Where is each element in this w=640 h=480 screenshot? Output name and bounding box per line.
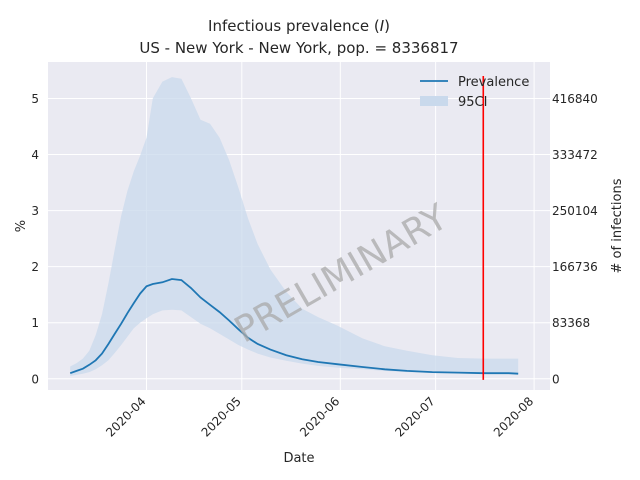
chart-subtitle: US - New York - New York, pop. = 8336817 (139, 39, 458, 57)
y2-tick-label: 416840 (552, 92, 598, 106)
y2-axis-label: # of infections (610, 178, 625, 273)
y-tick-label: 2 (31, 260, 39, 274)
legend-label-prevalence: Prevalence (458, 75, 529, 90)
y2-tick-label: 166736 (552, 260, 598, 274)
y2-tick-label: 333472 (552, 148, 598, 162)
y-tick-label: 4 (31, 148, 39, 162)
ci-band (70, 77, 519, 376)
y2-tick-label: 0 (552, 372, 560, 386)
chart-title: Infectious prevalence (I) (208, 17, 390, 35)
y-tick-label: 5 (31, 92, 39, 106)
y2-tick-label: 83368 (552, 316, 590, 330)
y-tick-label: 1 (31, 316, 39, 330)
legend-label-95ci: 95CI (458, 95, 487, 110)
y-tick-label: 3 (31, 204, 39, 218)
y-axis-label: % (14, 220, 29, 232)
y2-tick-label: 250104 (552, 204, 598, 218)
x-axis-label: Date (283, 451, 314, 466)
y2-axis-ticks: 0 83368 166736 250104 333472 416840 (552, 92, 598, 386)
y-tick-label: 0 (31, 372, 39, 386)
y-axis-ticks: 0 1 2 3 4 5 (31, 92, 39, 386)
legend: Prevalence 95CI (420, 75, 529, 110)
legend-band-swatch (420, 96, 448, 106)
prevalence-line (69, 278, 519, 375)
